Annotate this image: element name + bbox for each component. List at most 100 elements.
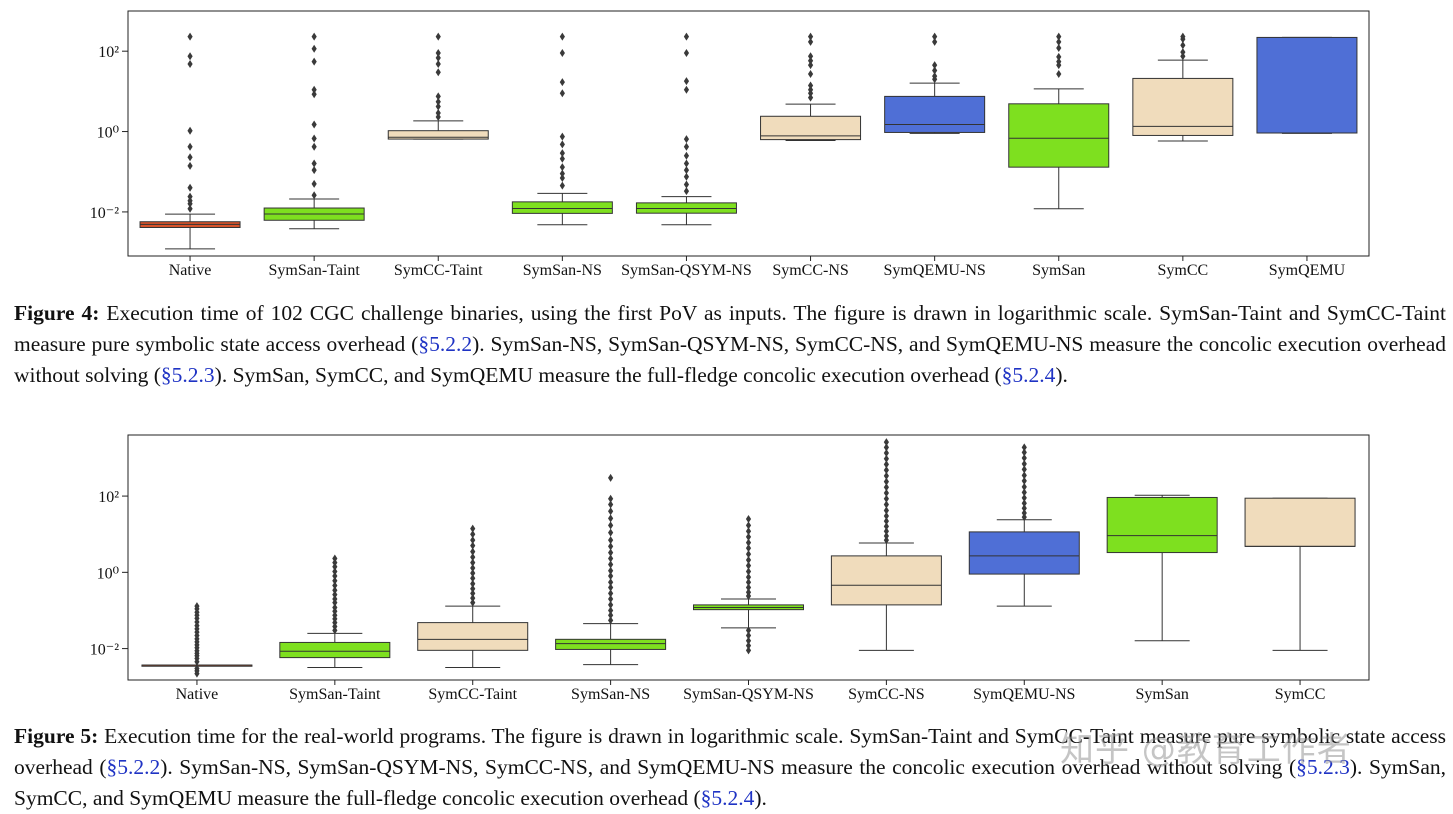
- outlier-point: [608, 500, 614, 509]
- outlier-point: [470, 558, 476, 567]
- outlier-point: [470, 589, 476, 598]
- outlier-point: [745, 556, 752, 565]
- caption-text: ). SymSan, SymCC, and SymQEMU measure th…: [214, 363, 1002, 387]
- y-tick-label: 10²: [98, 489, 119, 506]
- outlier-point: [311, 32, 317, 41]
- y-tick-label: 10⁰: [97, 565, 119, 582]
- plot-frame: [127, 10, 1370, 257]
- outlier-point: [883, 483, 889, 492]
- outlier-point: [332, 572, 338, 581]
- x-tick-label: SymQEMU-NS: [884, 262, 986, 279]
- figure-4-caption: Figure 4: Execution time of 102 CGC chal…: [14, 298, 1446, 391]
- outlier-point: [470, 536, 476, 545]
- outlier-point: [883, 517, 889, 526]
- outlier-point: [608, 554, 614, 563]
- box-group: [693, 515, 804, 655]
- outlier-point: [608, 536, 614, 545]
- outlier-point: [1021, 476, 1027, 485]
- outlier-point: [435, 32, 441, 41]
- outlier-point: [470, 598, 476, 607]
- y-tick-label: 10⁻²: [90, 205, 119, 222]
- section-reference-link[interactable]: §5.2.4: [700, 786, 755, 810]
- outlier-point: [470, 579, 476, 588]
- outlier-point: [559, 132, 565, 141]
- outlier-point: [807, 85, 814, 94]
- outlier-point: [332, 586, 338, 595]
- outlier-point: [608, 521, 614, 530]
- outlier-point: [608, 507, 614, 516]
- outlier-point: [608, 611, 614, 620]
- outlier-point: [608, 494, 614, 503]
- outlier-point: [311, 179, 317, 188]
- outlier-point: [883, 536, 889, 545]
- outlier-point: [883, 506, 889, 515]
- outlier-point: [807, 70, 814, 79]
- outlier-point: [807, 32, 814, 41]
- outlier-point: [187, 142, 193, 151]
- section-reference-link[interactable]: §5.2.3: [160, 363, 215, 387]
- outlier-point: [435, 59, 441, 68]
- x-tick-label: SymCC-Taint: [394, 262, 483, 279]
- box-group: [830, 438, 942, 651]
- caption-text: ).: [754, 786, 767, 810]
- box: [760, 115, 862, 141]
- outlier-point: [559, 140, 565, 149]
- outlier-point: [608, 572, 614, 581]
- outlier-point: [1021, 465, 1027, 474]
- outlier-point: [683, 135, 690, 144]
- outlier-point: [745, 527, 752, 536]
- outlier-point: [608, 560, 614, 569]
- caption-text: ). SymSan-NS, SymSan-QSYM-NS, SymCC-NS, …: [160, 755, 1297, 779]
- x-tick-label: SymSan-NS: [571, 686, 650, 703]
- figure-5-boxplot: 10⁻² 10⁰ 10² Native SymSan-Taint SymCC-Taint S…: [90, 434, 1370, 703]
- outlier-point: [470, 594, 476, 603]
- outlier-point: [745, 561, 752, 570]
- outlier-point: [883, 460, 889, 469]
- outlier-point: [807, 61, 814, 70]
- outlier-point: [311, 85, 317, 94]
- outlier-point: [883, 438, 889, 447]
- outlier-point: [470, 574, 476, 583]
- outlier-point: [745, 550, 752, 559]
- outlier-point: [1180, 52, 1186, 61]
- outlier-point: [932, 72, 938, 81]
- outlier-point: [332, 562, 338, 571]
- outlier-point: [559, 154, 565, 163]
- outlier-point: [683, 77, 690, 86]
- outlier-point: [608, 566, 614, 575]
- section-reference-link[interactable]: §5.2.4: [1001, 363, 1056, 387]
- box-group: [279, 554, 391, 668]
- outlier-point: [608, 528, 614, 537]
- x-tick-label: SymQEMU-NS: [973, 686, 1075, 703]
- box: [279, 641, 391, 659]
- outlier-point: [1180, 32, 1186, 41]
- outlier-point: [745, 578, 752, 587]
- section-reference-link[interactable]: §5.2.3: [1296, 755, 1350, 779]
- box: [1256, 36, 1358, 134]
- outlier-point: [187, 59, 193, 68]
- box-group: [635, 32, 737, 226]
- section-reference-link[interactable]: §5.2.2: [106, 755, 161, 779]
- x-tick-label: Native: [169, 262, 212, 279]
- outlier-point: [1021, 448, 1027, 457]
- outlier-point: [187, 161, 193, 170]
- outlier-point: [1180, 41, 1186, 50]
- outlier-point: [187, 153, 193, 162]
- caption-text: ).: [1055, 363, 1068, 387]
- outlier-point: [608, 606, 614, 615]
- outlier-point: [332, 594, 338, 603]
- section-reference-link[interactable]: §5.2.2: [418, 332, 473, 356]
- outlier-point: [683, 187, 690, 196]
- outlier-point: [435, 108, 441, 117]
- outlier-point: [745, 636, 752, 645]
- outlier-point: [745, 631, 752, 640]
- outlier-point: [332, 554, 338, 563]
- outlier-point: [883, 443, 889, 452]
- outlier-point: [608, 548, 614, 557]
- outlier-point: [932, 61, 938, 70]
- outlier-point: [559, 169, 565, 178]
- outlier-point: [559, 149, 565, 158]
- outlier-point: [435, 53, 441, 62]
- outlier-point: [883, 494, 889, 503]
- outlier-point: [470, 541, 476, 550]
